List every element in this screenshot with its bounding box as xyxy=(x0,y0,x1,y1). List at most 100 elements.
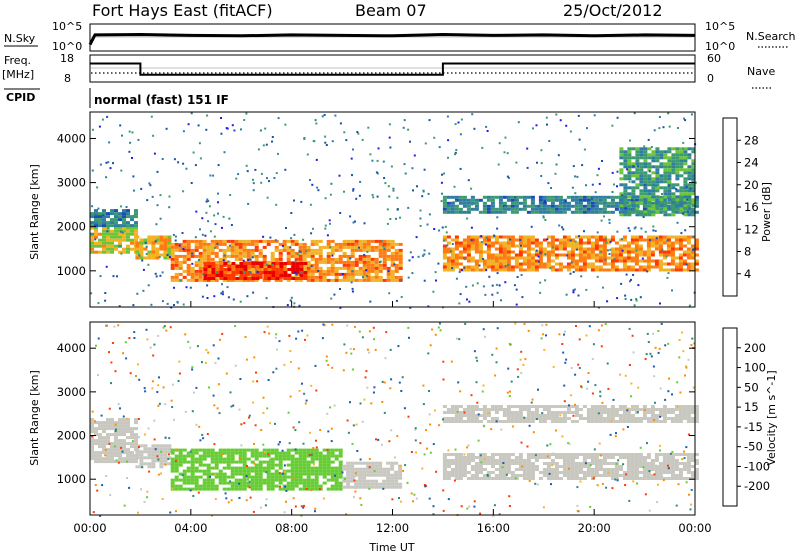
echo-cell xyxy=(446,241,451,245)
echo-cell xyxy=(679,207,684,211)
echo-cell xyxy=(143,447,148,451)
echo-cell xyxy=(687,201,692,205)
echo-cell xyxy=(666,268,671,272)
echo-cell xyxy=(219,277,224,280)
echo-speck xyxy=(106,230,109,233)
velocity-data xyxy=(90,322,699,517)
echo-cell xyxy=(174,242,179,246)
echo-cell xyxy=(643,150,648,154)
echo-cell xyxy=(582,195,587,199)
echo-speck xyxy=(213,295,216,298)
echo-cell xyxy=(663,156,668,160)
echo-cell xyxy=(578,268,583,272)
echo-cell xyxy=(246,481,251,485)
echo-cell xyxy=(638,244,643,248)
echo-cell xyxy=(231,271,236,274)
echo-cell xyxy=(618,259,623,263)
echo-speck xyxy=(253,442,255,445)
echo-cell xyxy=(310,239,315,243)
echo-speck xyxy=(616,116,619,119)
echo-cell xyxy=(626,241,631,245)
echo-speck xyxy=(277,443,280,446)
echo-cell xyxy=(390,251,395,255)
echo-cell xyxy=(506,405,511,408)
echo-cell xyxy=(271,262,276,265)
echo-cell xyxy=(510,414,515,417)
echo-cell xyxy=(374,479,379,483)
echo-speck xyxy=(624,374,627,377)
echo-cell xyxy=(586,262,591,266)
echo-cell xyxy=(514,417,519,420)
echo-cell xyxy=(190,454,195,458)
echo-cell xyxy=(203,265,208,268)
echo-cell xyxy=(122,421,126,425)
echo-cell xyxy=(538,210,543,214)
echo-speck xyxy=(317,270,320,272)
echo-cell xyxy=(506,411,511,414)
echo-cell xyxy=(90,454,94,458)
echo-cell xyxy=(374,470,379,474)
echo-cell xyxy=(118,218,122,222)
echo-cell xyxy=(198,475,203,479)
echo-cell xyxy=(518,250,523,254)
echo-cell xyxy=(638,462,643,465)
echo-cell xyxy=(674,417,679,420)
echo-cell xyxy=(622,238,627,242)
echo-cell xyxy=(242,475,247,479)
echo-cell xyxy=(619,177,624,181)
power-cbar-frame xyxy=(722,117,738,297)
echo-speck xyxy=(409,306,412,309)
echo-speck xyxy=(690,489,693,491)
echo-cell xyxy=(106,244,110,248)
echo-cell xyxy=(354,239,359,243)
echo-speck xyxy=(415,451,418,454)
echo-speck xyxy=(547,182,550,185)
echo-cell xyxy=(258,469,263,473)
echo-cell xyxy=(151,238,156,242)
echo-cell xyxy=(627,168,632,172)
echo-cell xyxy=(182,242,187,246)
echo-cell xyxy=(522,204,527,208)
echo-cell xyxy=(126,235,130,239)
echo-cell xyxy=(654,235,659,239)
echo-cell xyxy=(298,466,303,470)
echo-speck xyxy=(467,444,470,447)
echo-cell xyxy=(635,171,640,175)
echo-speck xyxy=(153,343,156,346)
echo-speck xyxy=(600,219,603,222)
echo-cell xyxy=(294,475,299,479)
echo-cell xyxy=(151,253,156,257)
echo-speck xyxy=(388,123,391,126)
echo-cell xyxy=(338,469,343,473)
echo-speck xyxy=(580,471,582,474)
echo-cell xyxy=(218,472,223,476)
echo-speck xyxy=(191,252,194,255)
echo-speck xyxy=(290,237,293,240)
echo-cell xyxy=(518,420,523,423)
echo-cell xyxy=(630,420,635,423)
echo-cell xyxy=(642,465,647,468)
echo-cell xyxy=(442,210,447,214)
echo-speck xyxy=(621,249,624,252)
echo-speck xyxy=(676,405,679,408)
echo-cell xyxy=(266,260,271,264)
echo-cell xyxy=(522,235,527,239)
echo-speck xyxy=(187,123,190,126)
echo-cell xyxy=(602,195,607,199)
echo-cell xyxy=(302,481,307,485)
echo-cell xyxy=(110,421,114,425)
echo-cell xyxy=(174,266,179,270)
echo-cell xyxy=(470,453,475,456)
echo-cell xyxy=(558,241,563,245)
echo-cell xyxy=(167,244,172,248)
echo-cell xyxy=(498,408,503,411)
echo-cell xyxy=(122,215,126,219)
echo-cell xyxy=(222,239,227,243)
echo-cell xyxy=(190,269,195,273)
echo-cell xyxy=(458,411,463,414)
echo-cell xyxy=(514,477,519,480)
echo-cell xyxy=(90,232,94,236)
echo-cell xyxy=(318,272,323,276)
echo-cell xyxy=(274,475,279,479)
echo-cell xyxy=(470,207,475,211)
